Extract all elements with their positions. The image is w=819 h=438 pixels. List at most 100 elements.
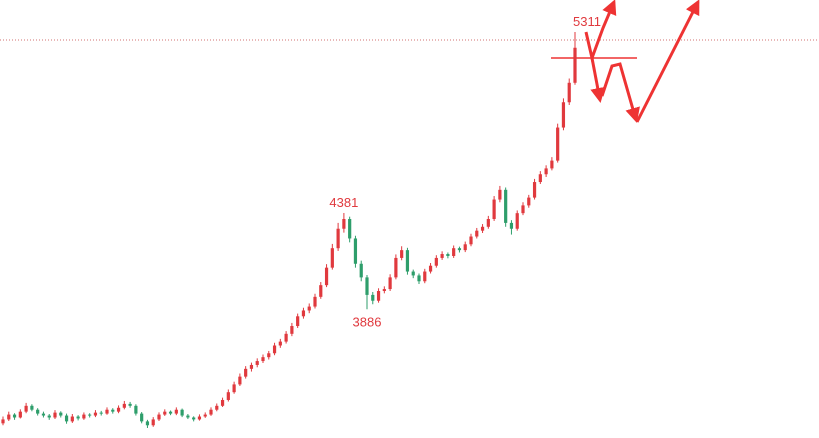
candle-body — [12, 414, 17, 418]
candle-body — [186, 415, 190, 418]
candle-body — [324, 267, 329, 286]
candle-body — [111, 409, 115, 412]
candle-body — [544, 168, 548, 175]
candle-body — [388, 277, 392, 290]
candle-body — [463, 244, 467, 251]
projection-arrow — [635, 0, 700, 123]
candle-body — [342, 219, 346, 229]
candle-body — [140, 413, 144, 422]
candle-body — [238, 376, 242, 385]
candle-body — [192, 417, 196, 420]
candle-body — [134, 405, 138, 414]
candle-body — [7, 414, 11, 420]
candle-body — [82, 414, 86, 419]
candle-body — [550, 160, 554, 169]
candle-body — [348, 219, 352, 239]
candle-body — [249, 364, 254, 369]
price-label: 3886 — [353, 314, 382, 329]
candle-body — [376, 291, 381, 301]
candle-body — [330, 248, 334, 268]
candle-body — [151, 419, 155, 426]
candle-body — [59, 412, 63, 416]
candle-body — [515, 213, 519, 229]
candle-body — [527, 197, 531, 206]
candle-body — [394, 257, 398, 278]
candle-body — [307, 306, 311, 311]
candle-body — [93, 412, 98, 416]
candle-body — [174, 409, 178, 414]
candle-body — [400, 250, 404, 258]
candle-body — [24, 405, 28, 412]
candle-body — [180, 409, 184, 416]
candle-body — [457, 248, 462, 251]
candle-body — [411, 271, 415, 276]
candle-body — [47, 415, 51, 418]
candle-body — [319, 285, 323, 297]
candle-body — [290, 326, 294, 334]
candle-body — [428, 265, 433, 272]
candle-body — [232, 384, 236, 393]
candle-body — [64, 415, 69, 422]
candle-body — [18, 411, 22, 418]
candle-body — [573, 47, 577, 83]
candle-body — [480, 226, 485, 231]
candle-body — [203, 414, 207, 417]
candle-body — [423, 271, 427, 282]
price-label: 5311 — [573, 14, 601, 29]
candle-body — [215, 405, 219, 410]
candle-body — [359, 263, 363, 278]
candle-body — [261, 357, 265, 362]
candle-body — [452, 248, 456, 256]
candle-body — [255, 361, 259, 365]
projection-arrow — [584, 0, 617, 64]
candle-body — [157, 414, 161, 420]
candle-body — [226, 392, 230, 400]
candle-body — [296, 316, 300, 327]
candle-body — [498, 189, 502, 200]
candle-body — [417, 275, 421, 282]
candle-body — [145, 421, 150, 426]
candle-body — [336, 228, 340, 249]
candle-body — [446, 254, 450, 256]
candle-body — [504, 189, 508, 223]
candle-body — [209, 409, 213, 415]
candle-body — [538, 174, 542, 183]
candle-body — [567, 82, 571, 103]
candle-body — [313, 296, 317, 307]
candle-body — [382, 289, 386, 292]
candle-body — [486, 219, 490, 227]
candle-body — [36, 409, 40, 414]
candle-body — [405, 250, 410, 272]
candle-body — [197, 416, 202, 420]
candle-body — [99, 412, 103, 414]
candle-body — [532, 182, 537, 198]
candle-body — [128, 403, 132, 406]
candle-body — [278, 341, 282, 346]
candle-body — [561, 102, 566, 128]
candle-body — [556, 127, 560, 161]
candle-body — [434, 257, 438, 266]
candle-body — [70, 416, 74, 422]
candle-body — [521, 205, 525, 214]
candle-body — [168, 411, 173, 414]
candle-body — [116, 407, 121, 412]
candle-body — [284, 333, 288, 342]
projection-arrow — [600, 62, 640, 123]
candle-body — [41, 413, 46, 416]
candle-body — [371, 294, 375, 301]
candle-body — [469, 236, 473, 245]
candle-body — [163, 411, 167, 415]
candle-body — [105, 409, 109, 414]
candle-body — [475, 230, 479, 237]
candle-body — [30, 405, 34, 410]
candle-body — [272, 345, 277, 354]
candle-body — [353, 238, 358, 264]
candle-body — [220, 399, 225, 406]
price-label: 4381 — [329, 195, 358, 210]
candle-body — [509, 222, 514, 229]
candle-body — [492, 199, 496, 220]
candle-body — [76, 416, 80, 419]
candle-body — [301, 310, 306, 317]
